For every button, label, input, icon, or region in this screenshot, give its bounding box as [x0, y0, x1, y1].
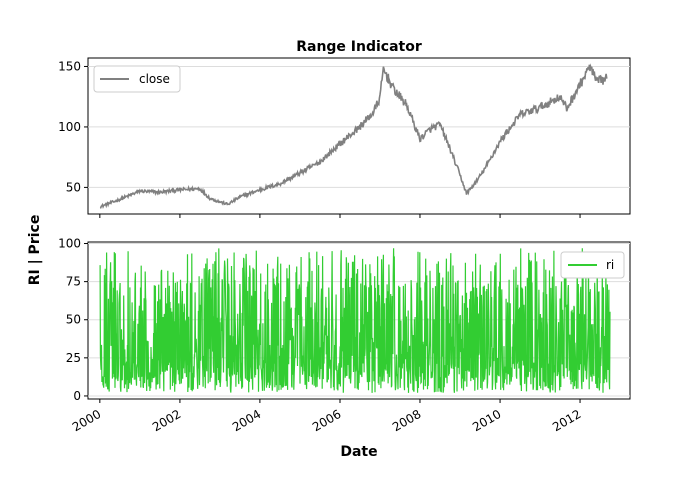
ri-line [99, 248, 611, 393]
y-axis-label: RI | Price [27, 215, 43, 286]
x-tick-label: 2004 [230, 407, 263, 434]
x-tick-label: 2000 [70, 407, 103, 434]
close-line [99, 63, 608, 209]
ri-legend-label: ri [606, 258, 614, 272]
price-legend: close [93, 65, 181, 93]
chart-title: Range Indicator [296, 39, 422, 55]
x-tick-label: 2008 [390, 407, 423, 434]
ri-panel: 0 25 50 75 100 ri 2000 2002 2004 2006 2008 2010 20… [58, 214, 631, 434]
ri-legend: ri [560, 251, 625, 279]
ri-y-ticks: 0 25 50 75 100 [58, 237, 88, 403]
price-y-tick-label: 100 [58, 120, 81, 134]
ri-y-tick-label: 75 [66, 275, 81, 289]
price-y-tick-label: 50 [66, 180, 81, 194]
ri-y-tick-label: 25 [66, 351, 81, 365]
x-tick-label: 2002 [150, 407, 183, 434]
ri-y-tick-label: 50 [66, 313, 81, 327]
x-axis-label: Date [340, 444, 377, 460]
price-legend-label: close [139, 72, 170, 86]
x-tick-label: 2012 [550, 407, 583, 434]
price-series [99, 63, 608, 209]
ri-series [99, 248, 611, 393]
x-tick-label: 2010 [470, 407, 503, 434]
price-y-ticks: 50 100 150 [58, 59, 88, 194]
ri-y-tick-label: 0 [73, 389, 81, 403]
x-tick-label: 2006 [310, 407, 343, 434]
price-legend-box [93, 65, 181, 93]
price-panel: 50 100 150 Range Indicator close [58, 39, 631, 215]
price-y-tick-label: 150 [58, 59, 81, 73]
ri-y-tick-label: 100 [58, 237, 81, 251]
